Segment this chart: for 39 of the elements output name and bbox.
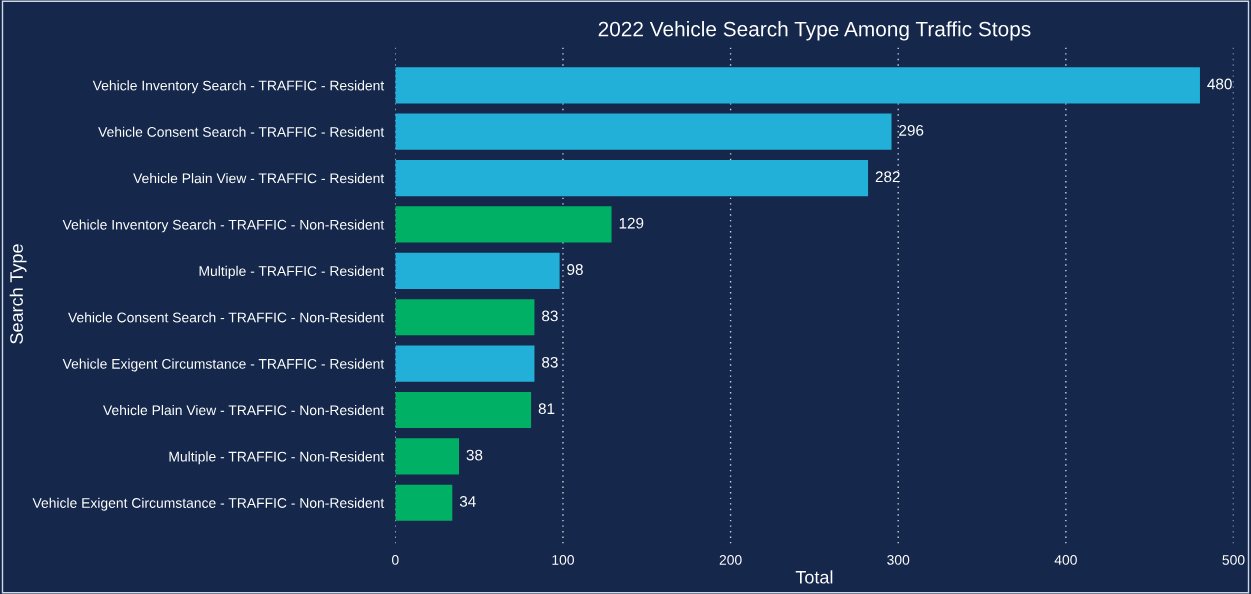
bar bbox=[395, 252, 560, 289]
y-tick-label: Vehicle Inventory Search - TRAFFIC - Resident bbox=[92, 80, 385, 94]
x-tick-label: 500 bbox=[1222, 554, 1245, 565]
data-label: 81 bbox=[538, 403, 555, 415]
x-tick-label: 300 bbox=[887, 554, 910, 565]
bar bbox=[395, 345, 535, 382]
x-tick-label: 0 bbox=[392, 554, 399, 565]
chart-title: 2022 Vehicle Search Type Among Traffic Stops bbox=[598, 21, 1031, 41]
data-label: 83 bbox=[542, 310, 558, 322]
data-label: 38 bbox=[466, 449, 483, 461]
bar bbox=[395, 438, 460, 475]
bar bbox=[395, 299, 535, 336]
y-axis-title: Search Type bbox=[9, 244, 27, 344]
data-label: 480 bbox=[1207, 78, 1232, 90]
y-tick-label: Vehicle Exigent Circumstance - TRAFFIC - Resident bbox=[62, 358, 385, 372]
bar bbox=[395, 113, 892, 150]
y-tick-label: Vehicle Inventory Search - TRAFFIC - Non-Resident bbox=[62, 219, 385, 233]
x-tick-label: 200 bbox=[719, 554, 742, 565]
bar bbox=[395, 67, 1200, 104]
x-tick-label: 400 bbox=[1054, 554, 1077, 565]
data-label: 83 bbox=[542, 356, 558, 368]
y-tick-label: Vehicle Consent Search - TRAFFIC - Non-Resident bbox=[68, 312, 385, 323]
y-tick-label: Vehicle Plain View - TRAFFIC - Non-Resident bbox=[103, 404, 385, 416]
bar bbox=[395, 484, 453, 521]
y-tick-label: Multiple - TRAFFIC - Non-Resident bbox=[169, 451, 385, 465]
y-tick-label: Multiple - TRAFFIC - Resident bbox=[199, 265, 385, 279]
data-label: 296 bbox=[899, 124, 924, 136]
data-label: 129 bbox=[619, 217, 644, 229]
x-axis-title: Total bbox=[795, 570, 833, 584]
y-tick-label: Vehicle Exigent Circumstance - TRAFFIC - Non-Resident bbox=[32, 497, 385, 511]
y-tick-label: Vehicle Consent Search - TRAFFIC - Resident bbox=[98, 126, 385, 137]
bar bbox=[395, 159, 869, 197]
bar bbox=[395, 206, 612, 243]
data-label: 282 bbox=[875, 171, 900, 183]
bar bbox=[395, 391, 532, 429]
data-label: 98 bbox=[567, 264, 583, 275]
x-tick-label: 100 bbox=[552, 554, 574, 565]
y-tick-label: Vehicle Plain View - TRAFFIC - Resident bbox=[133, 173, 385, 184]
data-label: 34 bbox=[459, 496, 476, 507]
